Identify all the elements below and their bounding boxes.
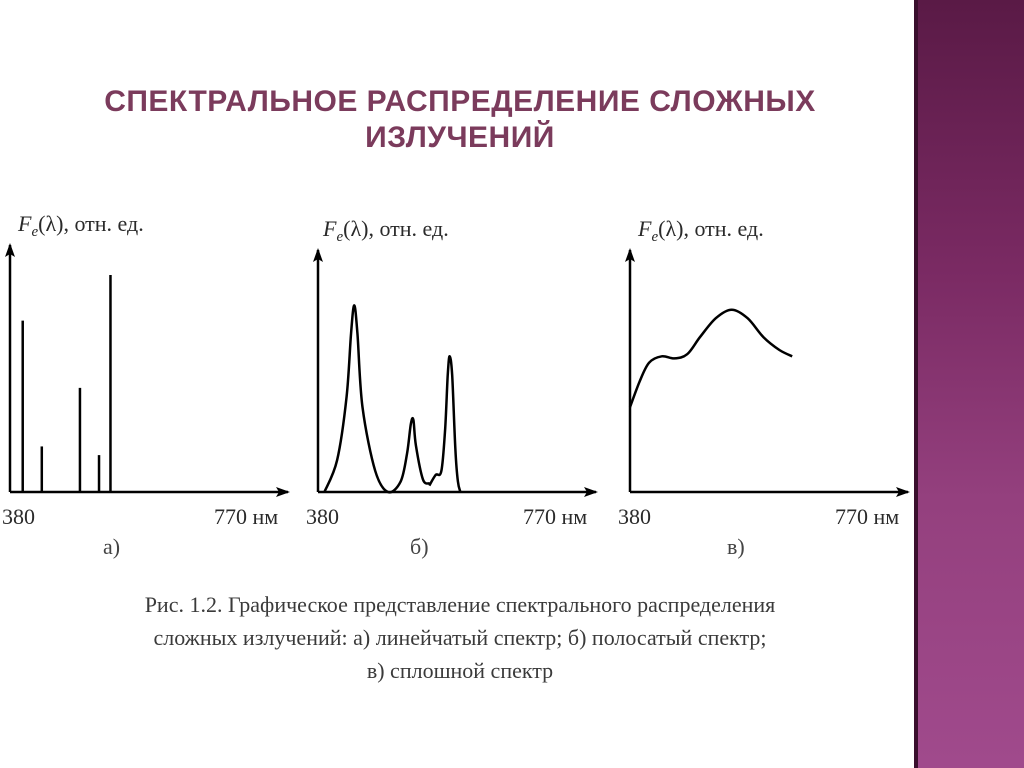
spectrum-panel-3: Fe(λ), отн. ед. 380 770 нм в) bbox=[618, 216, 910, 559]
panel-label: в) bbox=[727, 534, 745, 559]
x-tick-label-start: 380 bbox=[2, 504, 35, 529]
x-tick-label-end: 770 нм bbox=[835, 504, 899, 529]
slide-title-line1: СПЕКТРАЛЬНОЕ РАСПРЕДЕЛЕНИЕ СЛОЖНЫХ bbox=[104, 85, 816, 118]
caption-line1: Рис. 1.2. Графическое представление спек… bbox=[144, 592, 776, 617]
y-axis-label: Fe(λ), отн. ед. bbox=[637, 216, 764, 245]
spectrum-curve-1 bbox=[323, 304, 430, 494]
spectrum-panel-1: Fe(λ), отн. ед. 380 770 нм а) bbox=[2, 211, 290, 559]
caption-line3: в) сплошной спектр bbox=[366, 658, 554, 683]
slide-title-line2: ИЗЛУЧЕНИЙ bbox=[365, 121, 555, 154]
panel-label: а) bbox=[103, 534, 120, 559]
y-axis-label: Fe(λ), отн. ед. bbox=[17, 211, 144, 240]
x-tick-label-end: 770 нм bbox=[523, 504, 587, 529]
x-tick-label-start: 380 bbox=[618, 504, 651, 529]
x-tick-label-start: 380 bbox=[306, 504, 339, 529]
y-axis-label: Fe(λ), отн. ед. bbox=[322, 216, 449, 245]
caption-line2: сложных излучений: а) линейчатый спектр;… bbox=[153, 625, 767, 650]
figure-caption: Рис. 1.2. Графическое представление спек… bbox=[60, 588, 860, 687]
spectrum-curve-1 bbox=[628, 308, 793, 408]
spectrum-panel-2: Fe(λ), отн. ед. 380 770 нм б) bbox=[306, 216, 598, 559]
x-tick-label-end: 770 нм bbox=[214, 504, 278, 529]
slide-title: СПЕКТРАЛЬНОЕ РАСПРЕДЕЛЕНИЕ СЛОЖНЫХ ИЗЛУЧ… bbox=[60, 84, 860, 156]
spectrum-curve-2 bbox=[428, 355, 462, 493]
decorative-sidebar bbox=[914, 0, 1024, 768]
spectra-figure: Fe(λ), отн. ед.380 770 нма)Fe(λ), отн. ед… bbox=[2, 211, 910, 559]
slide: СПЕКТРАЛЬНОЕ РАСПРЕДЕЛЕНИЕ СЛОЖНЫХ ИЗЛУЧ… bbox=[2, 84, 910, 687]
panel-label: б) bbox=[410, 534, 429, 559]
